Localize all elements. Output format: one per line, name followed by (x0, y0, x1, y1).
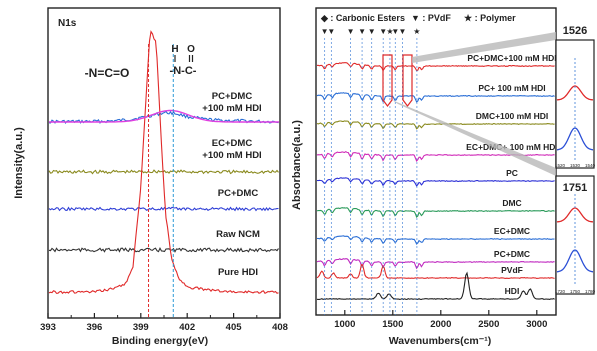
right-series-label: PC (506, 168, 518, 178)
right-series-labels: PC+DMC+100 mM HDI PC+ 100 mM HDI DMC+100 m… (466, 53, 558, 296)
left-series-line (48, 110, 279, 124)
right-series-line (316, 258, 555, 270)
left-panel: N1s Intensity(a.u.) Binding energy(eV) 3… (13, 7, 288, 347)
left-x-tick-label: 393 (40, 322, 56, 333)
right-y-axis-label: Absorbance(a.u.) (291, 120, 303, 210)
right-peak-marker: ▼ (347, 27, 355, 36)
left-x-tick-label: 396 (86, 322, 102, 333)
right-series-line (316, 271, 555, 301)
inset-top-series (556, 58, 594, 160)
left-x-ticks: 393 396 399 402 405 408 (40, 313, 288, 333)
left-x-axis-label: Binding energy(eV) (112, 335, 208, 347)
left-series-line (48, 169, 279, 175)
right-peak-marker: ▼ (379, 27, 387, 36)
label-pc-dmc-hdi-2: +100 mM HDI (202, 103, 261, 114)
right-series-label: DMC (502, 198, 521, 208)
right-series-label: EC+DMC+ 100 mM HDI (466, 142, 558, 152)
right-series-label: PC+ 100 mM HDI (478, 83, 545, 93)
inset-x-tick-label: 1780 (585, 289, 596, 294)
right-series-line (316, 92, 555, 103)
zoom-connector-1526 (412, 32, 556, 63)
label-pc-dmc: PC+DMC (218, 188, 259, 199)
right-series-line (316, 62, 555, 72)
highlight-box-1526 (382, 54, 393, 107)
label-ec-dmc-hdi-2: +100 mM HDI (202, 150, 261, 161)
inset-top-title: 1526 (563, 25, 587, 37)
inset-series-line (556, 127, 594, 151)
inset-x-tick-label: 1530 (570, 163, 581, 168)
inset-top: 1526 1520 1530 1540 (555, 25, 596, 169)
right-series-line (316, 120, 555, 130)
inset-bottom-series (556, 194, 594, 286)
right-x-ticks: 1000 1500 2000 2500 3000 (334, 310, 547, 330)
right-series-label: PC+DMC (494, 249, 530, 259)
left-series-line (48, 30, 279, 295)
right-series-label: PC+DMC+100 mM HDI (467, 53, 556, 63)
left-x-tick-label: 399 (133, 322, 149, 333)
right-peak-marker: ▼ (398, 27, 406, 36)
right-x-tick-label: 1000 (334, 319, 355, 330)
right-peak-marker: ★ (386, 27, 393, 36)
right-x-tick-label: 1500 (382, 319, 403, 330)
right-peak-marker: ▼ (327, 27, 335, 36)
right-x-tick-label: 3000 (526, 319, 547, 330)
label-pc-dmc-hdi-1: PC+DMC (212, 91, 253, 102)
right-x-tick-label: 2000 (430, 319, 451, 330)
left-series-line (48, 206, 279, 212)
right-x-tick-label: 2500 (478, 319, 499, 330)
label-raw-ncm: Raw NCM (216, 229, 260, 240)
right-series-label: EC+DMC (494, 226, 530, 236)
right-x-axis-label: Wavenumbers(cm⁻¹) (389, 335, 492, 347)
left-fit-line (49, 109, 279, 123)
legend-carbonic-esters: ◆ : Carbonic Esters (320, 13, 405, 23)
inset-top-ticks: 1520 1530 1540 (555, 163, 596, 168)
inset-x-tick-label: 1520 (555, 163, 566, 168)
right-series-line (316, 177, 555, 187)
right-peak-marker: ▼ (358, 27, 366, 36)
left-y-axis-label: Intensity(a.u.) (13, 127, 25, 199)
left-x-tick-label: 402 (179, 322, 195, 333)
right-panel: Absorbance(a.u.) Wavenumbers(cm⁻¹) ◆ : C… (291, 7, 558, 347)
left-title: N1s (58, 18, 77, 29)
annotation-isocyanate: -N=C=O (85, 66, 130, 80)
left-series-line (48, 246, 279, 253)
right-series-line (316, 264, 555, 279)
right-peak-marker: ▼ (368, 27, 376, 36)
annotation-urea: -N-C- (170, 65, 197, 77)
inset-x-tick-label: 1720 (555, 289, 566, 294)
right-peak-marker: ▼ (391, 27, 399, 36)
right-series-line (316, 235, 555, 245)
inset-x-tick-label: 1750 (570, 289, 581, 294)
left-x-tick-label: 408 (272, 322, 288, 333)
label-ec-dmc-hdi-1: EC+DMC (212, 138, 253, 149)
right-peak-marker: ★ (413, 27, 420, 36)
right-peak-marker: ▼ (321, 27, 329, 36)
legend-polymer: ★ : Polymer (464, 13, 516, 23)
right-series-label: DMC+100 mM HDI (476, 111, 549, 121)
annotation-o: O (187, 44, 195, 55)
annotation-h: H (171, 44, 178, 55)
highlight-box-1751 (402, 54, 413, 107)
right-series-line (316, 207, 555, 219)
label-pure-hdi: Pure HDI (218, 267, 258, 278)
zoom-connector-1751 (392, 100, 556, 176)
inset-bottom-title: 1751 (563, 182, 587, 194)
inset-bottom-ticks: 1720 1750 1780 (555, 289, 596, 294)
left-x-tick-label: 405 (226, 322, 243, 333)
left-dashed-guides (148, 44, 174, 318)
inset-bottom: 1751 1720 1750 1780 (555, 175, 596, 295)
right-peak-markers: ▼▼ ▼ ▼ ▼ ▼ ★▼ ▼ ★ (321, 27, 420, 315)
legend-pvdf: ▼ : PVdF (411, 13, 451, 23)
right-series-group (316, 62, 555, 301)
left-series-group (48, 30, 279, 295)
right-series-label: HDI (505, 286, 520, 296)
right-series-label: PVdF (501, 265, 523, 275)
inset-x-tick-label: 1540 (585, 163, 596, 168)
